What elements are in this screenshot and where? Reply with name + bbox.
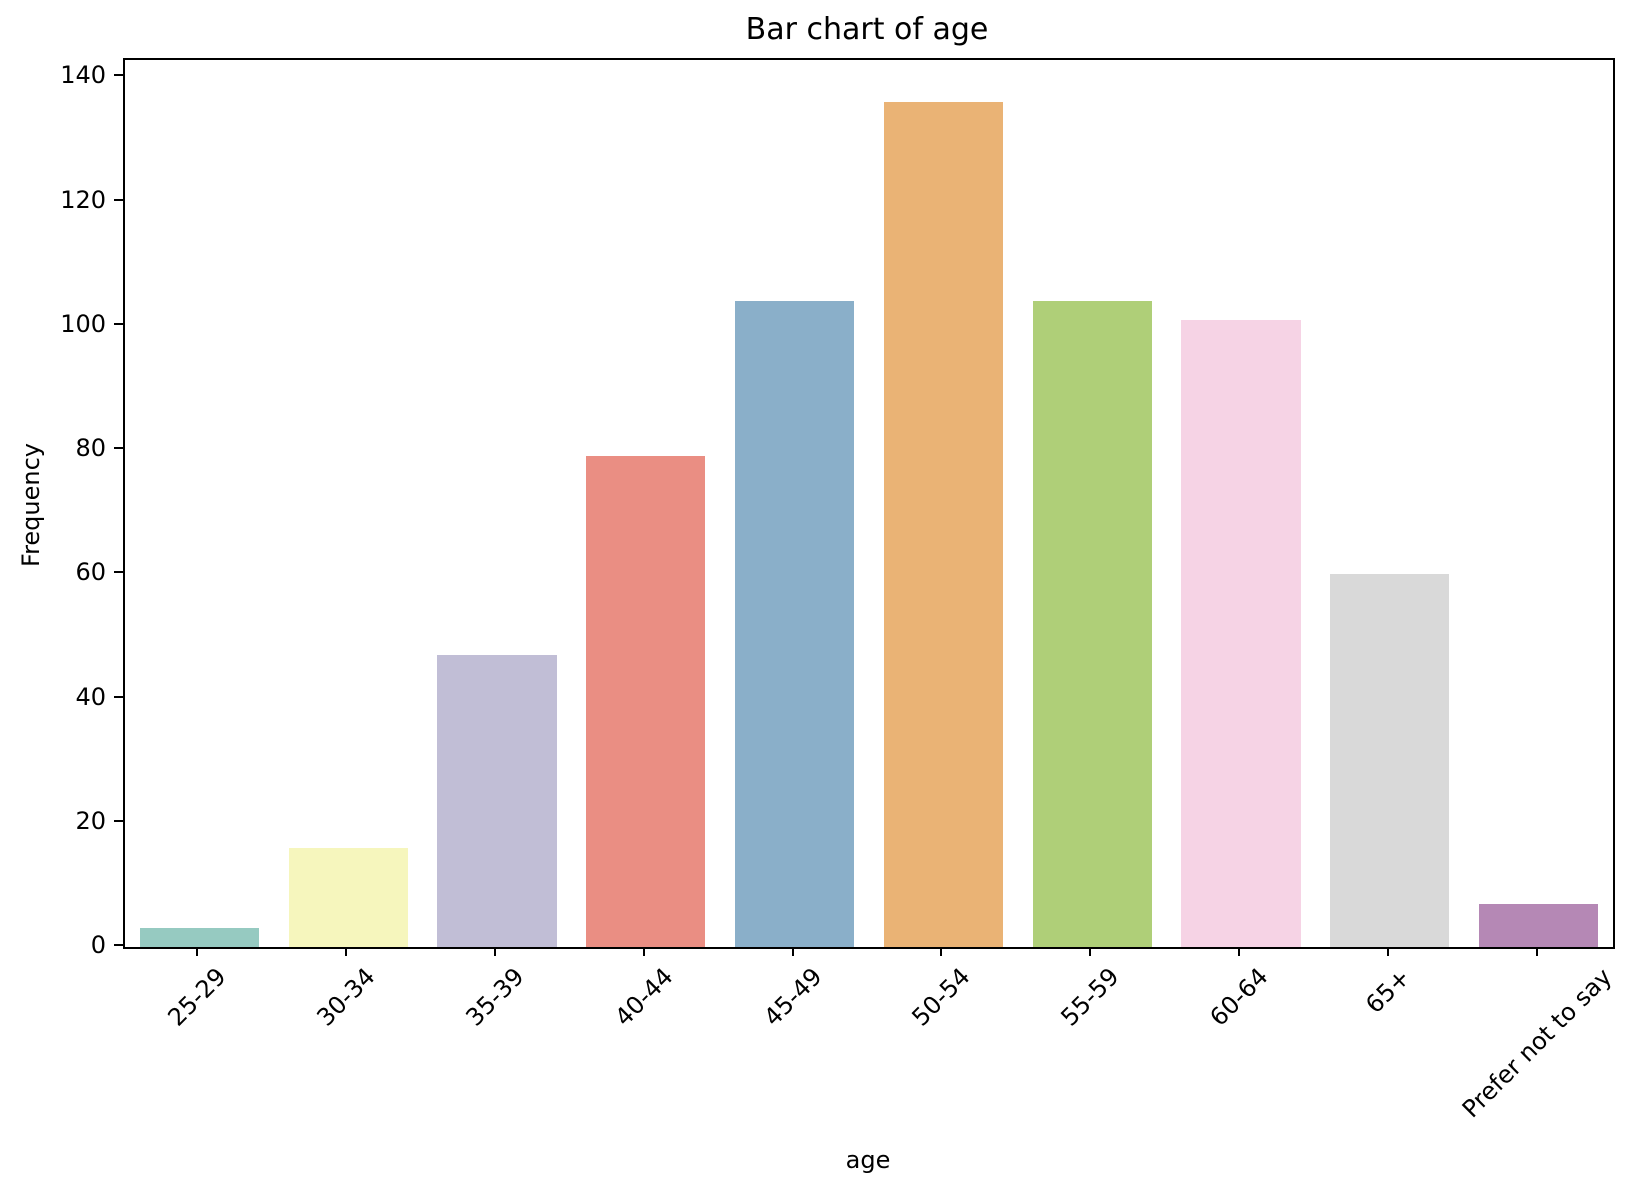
x-tick-mark xyxy=(1535,947,1538,956)
y-tick-mark xyxy=(114,571,123,574)
y-tick-mark xyxy=(114,695,123,698)
x-tick-mark xyxy=(1386,947,1389,956)
y-tick-mark xyxy=(114,74,123,77)
x-tick-label: 30-34 xyxy=(311,962,381,1032)
plot-area xyxy=(123,58,1615,949)
x-tick-label: Prefer not to say xyxy=(1456,962,1617,1124)
x-axis-label: age xyxy=(845,1146,891,1174)
bar-55-59 xyxy=(1032,301,1152,947)
x-tick-mark xyxy=(1238,947,1240,956)
bar-60-64 xyxy=(1181,319,1301,947)
bar-40-44 xyxy=(586,456,706,947)
y-tick-mark xyxy=(114,944,123,946)
bar-25-29 xyxy=(139,928,259,947)
x-tick-mark xyxy=(940,947,943,956)
x-tick-mark xyxy=(791,947,794,956)
bar-30-34 xyxy=(288,847,408,947)
x-tick-mark xyxy=(345,947,348,956)
x-tick-label: 25-29 xyxy=(162,962,232,1032)
bar-50-54 xyxy=(883,102,1003,947)
x-tick-mark xyxy=(1089,947,1092,956)
bar-65+ xyxy=(1330,574,1450,947)
x-tick-label: 45-49 xyxy=(758,962,828,1032)
y-tick-label: 140 xyxy=(60,61,106,90)
chart-title: Bar chart of age xyxy=(745,12,989,47)
y-tick-label: 0 xyxy=(90,931,106,959)
y-tick-label: 100 xyxy=(60,309,106,338)
x-tick-mark xyxy=(494,947,496,956)
x-tick-label: 55-59 xyxy=(1055,962,1125,1032)
y-tick-label: 60 xyxy=(75,558,106,587)
x-tick-label: 60-64 xyxy=(1204,962,1274,1032)
x-tick-mark xyxy=(642,947,645,956)
y-tick-label: 20 xyxy=(75,806,106,835)
bar-35-39 xyxy=(437,655,557,947)
y-tick-mark xyxy=(114,322,123,325)
x-tick-label: 65+ xyxy=(1359,962,1416,1019)
bar-prefer-not-to-say xyxy=(1479,903,1599,947)
x-tick-label: 50-54 xyxy=(906,962,976,1032)
x-tick-label: 40-44 xyxy=(609,962,679,1032)
y-tick-label: 80 xyxy=(75,434,106,463)
y-tick-mark xyxy=(114,447,123,450)
bar-45-49 xyxy=(735,301,855,947)
x-tick-label: 35-39 xyxy=(460,962,530,1032)
x-tick-mark xyxy=(196,947,199,956)
y-tick-mark xyxy=(114,819,123,822)
y-tick-label: 120 xyxy=(60,185,106,214)
y-tick-label: 40 xyxy=(75,682,106,711)
y-tick-mark xyxy=(114,198,123,201)
